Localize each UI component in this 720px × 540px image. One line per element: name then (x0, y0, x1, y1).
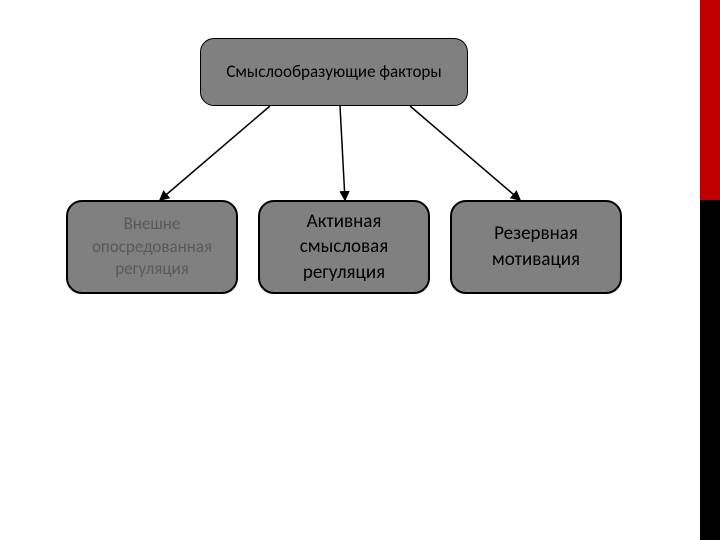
tree-node-c3: Резервная мотивация (450, 200, 622, 294)
tree-node-root: Смыслообразующие факторы (200, 38, 468, 106)
accent-bar-top (700, 0, 720, 200)
edge-root-c3 (410, 106, 520, 200)
accent-bar-bottom (700, 200, 720, 540)
tree-node-c1: Внешне опосредованная регуляция (66, 200, 238, 294)
tree-node-c2: Активная смысловая регуляция (258, 200, 430, 294)
edge-root-c2 (340, 106, 345, 200)
edge-root-c1 (160, 106, 270, 200)
